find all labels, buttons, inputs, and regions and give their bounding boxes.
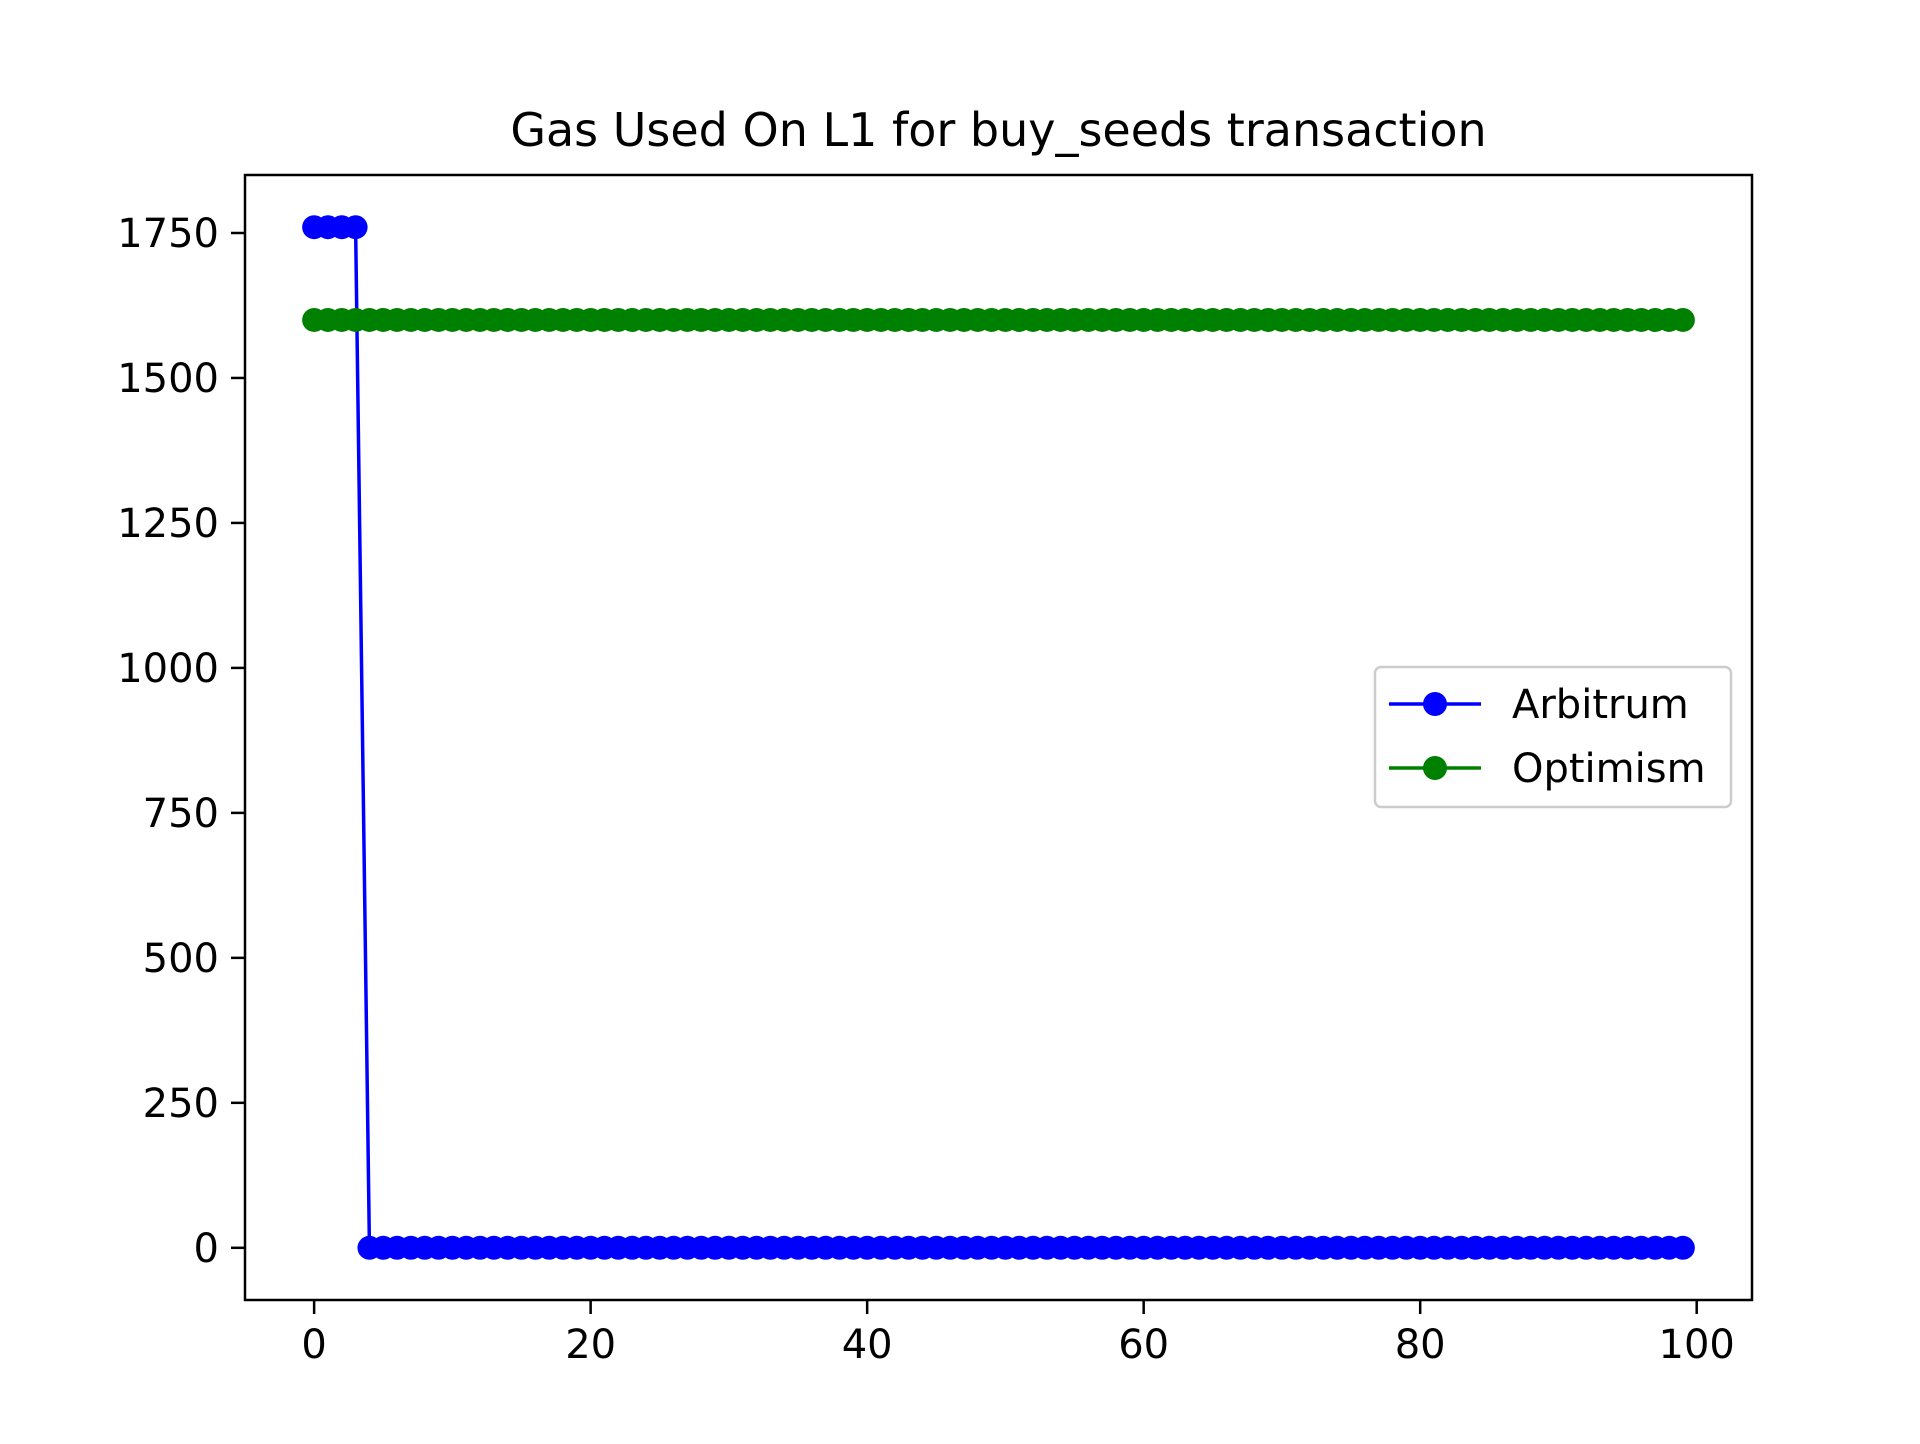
- y-axis: 0 250 500 750 1000 1250 1500 1750: [117, 211, 245, 1272]
- x-tick-label: 80: [1395, 1322, 1446, 1368]
- y-tick-label: 1250: [117, 501, 219, 547]
- y-tick-label: 250: [143, 1081, 219, 1127]
- legend-item-arbitrum: Arbitrum: [1389, 682, 1689, 728]
- data-point-optimism: [1670, 307, 1695, 332]
- series-arbitrum: [302, 215, 1695, 1260]
- legend-box: [1373, 665, 1733, 809]
- y-tick-label: 500: [143, 936, 219, 982]
- x-tick-label: 40: [842, 1322, 893, 1368]
- legend: Arbitrum Optimism: [1373, 665, 1733, 809]
- x-tick-label: 20: [565, 1322, 616, 1368]
- legend-item-optimism: Optimism: [1389, 746, 1706, 792]
- x-tick-label: 100: [1659, 1322, 1735, 1368]
- x-tick-label: 0: [301, 1322, 326, 1368]
- y-tick-label: 1500: [117, 356, 219, 402]
- legend-marker-optimism: [1423, 756, 1447, 780]
- x-tick-label: 60: [1118, 1322, 1169, 1368]
- legend-label-optimism: Optimism: [1512, 746, 1706, 792]
- x-axis: 0 20 40 60 80 100: [301, 1300, 1735, 1368]
- legend-label-arbitrum: Arbitrum: [1512, 682, 1689, 728]
- data-point-arbitrum: [343, 215, 368, 240]
- plot-series-layer: [302, 215, 1695, 1260]
- data-point-arbitrum: [1670, 1235, 1695, 1260]
- chart-title: Gas Used On L1 for buy_seeds transaction: [510, 103, 1486, 157]
- y-tick-label: 750: [143, 791, 219, 837]
- series-optimism: [302, 307, 1695, 332]
- y-tick-label: 1750: [117, 211, 219, 257]
- y-tick-label: 0: [194, 1226, 219, 1272]
- plot-area-frame: [243, 173, 1754, 1302]
- y-tick-label: 1000: [117, 646, 219, 692]
- legend-marker-arbitrum: [1423, 692, 1447, 716]
